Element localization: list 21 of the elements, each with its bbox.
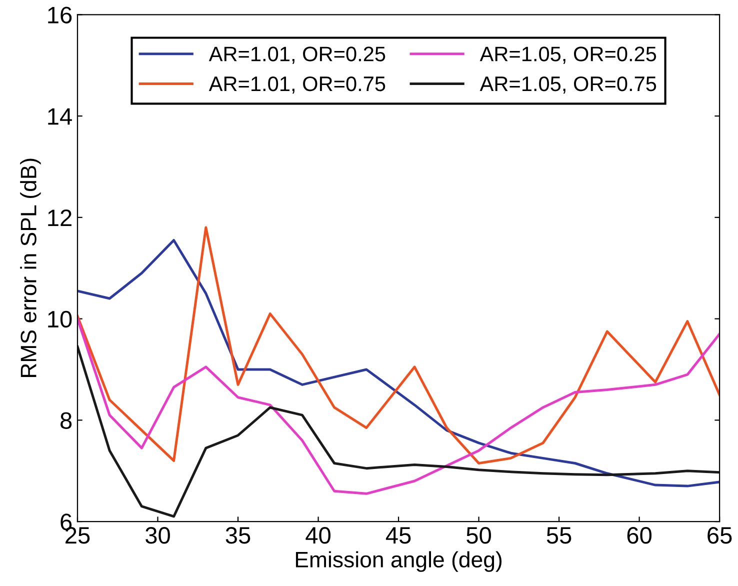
- x-tick-label: 30: [146, 527, 170, 544]
- y-tick-label: 16: [48, 6, 72, 24]
- y-tick-label: 10: [48, 310, 72, 328]
- x-tick-label: 65: [708, 527, 732, 544]
- x-tick-label: 60: [627, 527, 652, 544]
- legend-label: AR=1.01, OR=0.25: [208, 46, 386, 64]
- x-tick-label: 50: [466, 527, 491, 544]
- x-tick-label: 35: [226, 527, 250, 544]
- legend-label: AR=1.01, OR=0.75: [208, 76, 386, 94]
- x-tick-label: 55: [546, 527, 572, 544]
- x-axis-title: Emission angle (deg): [296, 551, 502, 572]
- line-series: [77, 345, 720, 518]
- y-axis-title: RMS error in SPL (dB): [20, 158, 41, 377]
- y-tick-label: 8: [60, 412, 72, 429]
- legend-label: AR=1.05, OR=0.25: [480, 46, 656, 64]
- legend-label: AR=1.05, OR=0.75: [480, 76, 656, 94]
- x-tick-label: 40: [306, 527, 330, 544]
- line-series: [77, 318, 720, 495]
- y-tick-label: 14: [48, 108, 72, 125]
- x-tick-label: 45: [386, 527, 411, 544]
- y-tick-label: 12: [48, 209, 72, 226]
